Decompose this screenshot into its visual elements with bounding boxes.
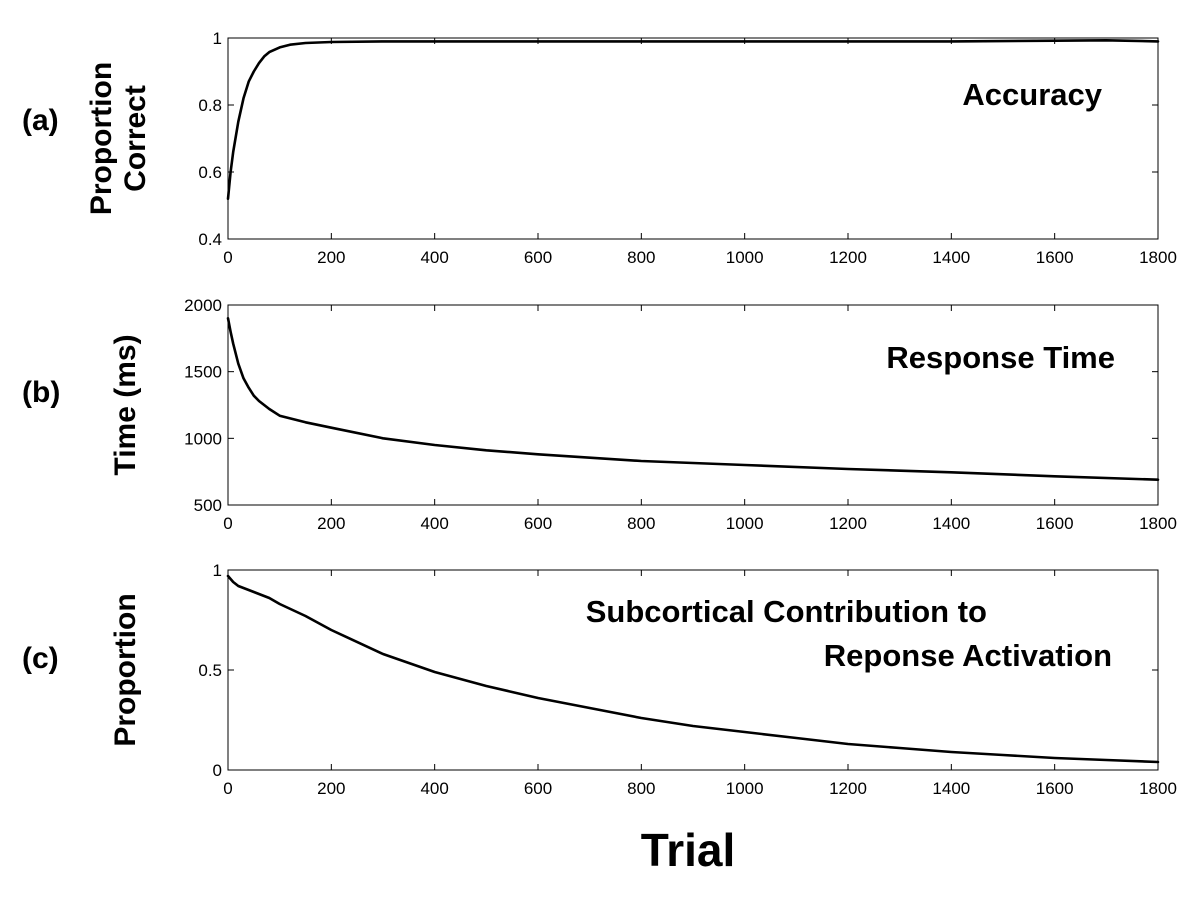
plot-frame: [227, 304, 1159, 506]
panel-3: 0 200 400 600 800 1000 1200 1400 1600 1800 0 0.5 1 (c…: [22, 561, 1177, 798]
y-tick-label: 0.4: [198, 230, 222, 249]
y-axis-label: Proportion: [85, 62, 118, 215]
panel-annotation: Subcortical Contribution to: [586, 594, 987, 629]
y-tick-label: 0.6: [198, 163, 222, 182]
panel-2: 0 200 400 600 800 1000 1200 1400 1600 1800 500 1000…: [22, 296, 1177, 533]
y-tick-label: 500: [194, 496, 222, 515]
panel-annotation: Response Time: [886, 340, 1115, 375]
x-tick-label: 1600: [1036, 248, 1074, 267]
x-tick-label: 600: [524, 514, 552, 533]
x-tick-label: 400: [420, 514, 448, 533]
panel-annotation: Reponse Activation: [824, 638, 1112, 673]
x-tick-label: 1000: [726, 514, 764, 533]
x-tick-label: 600: [524, 248, 552, 267]
panel-annotation: Accuracy: [962, 77, 1102, 112]
x-tick-label: 800: [627, 779, 655, 798]
panel-letter: (b): [22, 376, 60, 409]
x-tick-label: 0: [223, 514, 232, 533]
y-tick-label: 1: [213, 561, 222, 580]
x-tick-label: 200: [317, 779, 345, 798]
y-axis-label: Proportion: [109, 593, 142, 746]
x-tick-label: 400: [420, 248, 448, 267]
y-tick-label: 1000: [184, 429, 222, 448]
panel-letter: (a): [22, 104, 59, 137]
series-line: [226, 574, 1160, 764]
y-tick-label: 1: [213, 29, 222, 48]
panel-1: 0 200 400 600 800 1000 1200 1400 1600 1800 0.4 0.6 0…: [22, 29, 1177, 267]
plot-frame: [227, 37, 1159, 240]
y-tick-label: 0.8: [198, 96, 222, 115]
x-tick-label: 1800: [1139, 514, 1177, 533]
y-tick-label: 0.5: [198, 661, 222, 680]
x-tick-label: 1400: [932, 248, 970, 267]
x-tick-label: 1200: [829, 779, 867, 798]
y-tick-label: 0: [213, 761, 222, 780]
x-tick-label: 200: [317, 514, 345, 533]
x-tick-label: 1000: [726, 779, 764, 798]
x-tick-label: 1000: [726, 248, 764, 267]
x-tick-label: 1200: [829, 514, 867, 533]
x-tick-label: 200: [317, 248, 345, 267]
y-tick-label: 1500: [184, 363, 222, 382]
x-tick-label: 1600: [1036, 779, 1074, 798]
x-tick-label: 1200: [829, 248, 867, 267]
x-tick-label: 1400: [932, 514, 970, 533]
x-tick-label: 1800: [1139, 779, 1177, 798]
x-tick-label: 1600: [1036, 514, 1074, 533]
y-tick-label: 2000: [184, 296, 222, 315]
x-tick-label: 800: [627, 248, 655, 267]
x-axis-label: Trial: [641, 824, 736, 876]
x-tick-label: 600: [524, 779, 552, 798]
x-tick-label: 1800: [1139, 248, 1177, 267]
x-tick-label: 0: [223, 248, 232, 267]
x-tick-label: 400: [420, 779, 448, 798]
x-tick-label: 800: [627, 514, 655, 533]
series-line: [226, 38, 1160, 201]
y-axis-label: Time (ms): [109, 334, 142, 475]
panel-letter: (c): [22, 642, 59, 675]
y-axis-label: Correct: [119, 85, 152, 192]
x-tick-label: 1400: [932, 779, 970, 798]
series-line: [226, 316, 1160, 482]
x-tick-label: 0: [223, 779, 232, 798]
